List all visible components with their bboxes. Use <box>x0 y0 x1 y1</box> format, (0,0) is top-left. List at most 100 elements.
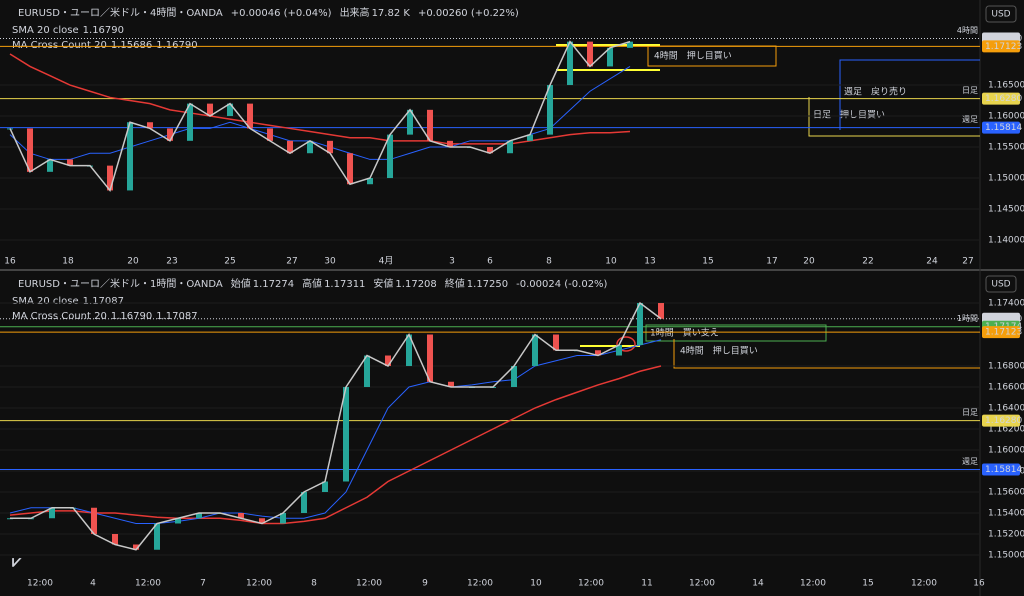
candle <box>658 303 664 319</box>
header-text: SMA 20 close <box>12 296 79 307</box>
candle <box>133 544 139 550</box>
price-label-box <box>982 463 1020 476</box>
y-tick-label: 1.15200 <box>988 529 1024 539</box>
x-tick-label: 30 <box>324 257 336 267</box>
annotation: 4時間 押し目買い <box>654 50 732 62</box>
x-tick-label: 9 <box>422 579 428 589</box>
header-text: MA Cross Count 20 <box>12 40 107 51</box>
x-tick-label: 27 <box>286 257 297 267</box>
price-label-box <box>982 326 1020 339</box>
x-tick-label: 13 <box>644 257 655 267</box>
header-text: 1.15686 <box>111 40 152 51</box>
x-tick-label: 12:00 <box>689 579 715 589</box>
candle <box>367 178 373 185</box>
x-tick-label: 12:00 <box>800 579 826 589</box>
price-label: 1.15814 <box>985 123 1022 133</box>
header-text: 出来高 <box>340 6 370 19</box>
currency-button[interactable] <box>985 275 1017 293</box>
candle <box>238 513 244 519</box>
candle <box>147 122 153 129</box>
level-tag: 日足 <box>962 86 978 95</box>
price-label: 1.17250 <box>985 34 1022 44</box>
currency[interactable]: USD <box>991 280 1010 290</box>
price-label: 1.15814 <box>985 465 1022 475</box>
x-tick-label: 20 <box>127 257 139 267</box>
price-label-box <box>982 40 1020 53</box>
x-tick-label: 18 <box>62 257 74 267</box>
price-line <box>9 40 631 193</box>
header-text: 1.16790 <box>111 311 152 322</box>
x-tick-label: 3 <box>449 257 455 267</box>
level-tag: 1時間 <box>957 314 978 323</box>
x-tick-label: 8 <box>311 579 317 589</box>
price-label: 1.16280 <box>985 416 1022 426</box>
y-tick-label: 1.16800 <box>988 362 1024 372</box>
x-tick-label: 24 <box>926 257 938 267</box>
logo: ⩗ <box>12 552 22 571</box>
candle <box>627 41 633 48</box>
candle <box>511 366 517 388</box>
candle <box>307 140 313 154</box>
ma-cross-line <box>9 53 631 145</box>
candle <box>347 153 353 185</box>
y-tick-label: 1.14500 <box>988 205 1024 215</box>
level-tag: 4時間 <box>957 26 978 35</box>
candle <box>112 533 118 545</box>
x-tick-label: 12:00 <box>246 579 272 589</box>
x-tick-label: 11 <box>641 579 652 589</box>
x-tick-label: 7 <box>200 579 206 589</box>
candle <box>67 159 73 166</box>
currency[interactable]: USD <box>991 10 1010 20</box>
price-label: 1.17123 <box>985 328 1022 338</box>
zone-box <box>808 97 980 137</box>
price-label: 1.16280 <box>985 94 1022 104</box>
candle <box>267 128 273 141</box>
candle <box>287 140 293 154</box>
x-tick-label: 22 <box>862 257 873 267</box>
header-text: 1.16790 <box>83 25 124 36</box>
price-label-box <box>982 121 1020 134</box>
level-tag: 日足 <box>962 408 978 417</box>
candle <box>532 334 538 367</box>
candle <box>196 513 202 519</box>
candle <box>280 513 286 524</box>
x-tick-label: 16 <box>973 579 985 589</box>
candle <box>547 85 553 135</box>
x-tick-label: 15 <box>862 579 873 589</box>
candle <box>247 103 253 129</box>
y-tick-label: 1.16600 <box>988 383 1024 393</box>
candle <box>154 523 160 550</box>
candle <box>167 128 173 141</box>
candle <box>448 381 454 388</box>
x-tick-label: 25 <box>224 257 235 267</box>
y-tick-label: 1.16000 <box>988 112 1024 122</box>
candle <box>227 103 233 117</box>
candle <box>447 140 453 148</box>
currency-button[interactable] <box>985 5 1017 23</box>
candle <box>407 109 413 135</box>
x-tick-label: 6 <box>487 257 493 267</box>
x-tick-label: 4 <box>90 579 96 589</box>
header-text: 安値 <box>373 277 393 290</box>
price-label-box <box>982 414 1020 427</box>
header-text: 1.17274 <box>253 279 294 290</box>
header-text: -0.00024 (-0.02%) <box>516 279 607 290</box>
header-text: 17.82 K <box>372 8 411 19</box>
y-tick-label: 1.15600 <box>988 488 1024 498</box>
y-tick-label: 1.16400 <box>988 404 1024 414</box>
candle <box>259 518 265 524</box>
y-tick-label: 1.16000 <box>988 446 1024 456</box>
candle <box>406 334 412 367</box>
price-line <box>10 301 662 551</box>
candle <box>553 334 559 351</box>
header-text: EURUSD・ユーロ／米ドル・1時間・OANDA <box>18 277 223 290</box>
price-label-box <box>982 92 1020 105</box>
candle <box>327 140 333 154</box>
x-tick-label: 12:00 <box>911 579 937 589</box>
header-text: 1.16790 <box>156 40 197 51</box>
candle <box>301 492 307 514</box>
x-tick-label: 27 <box>962 257 973 267</box>
candle <box>507 140 513 154</box>
